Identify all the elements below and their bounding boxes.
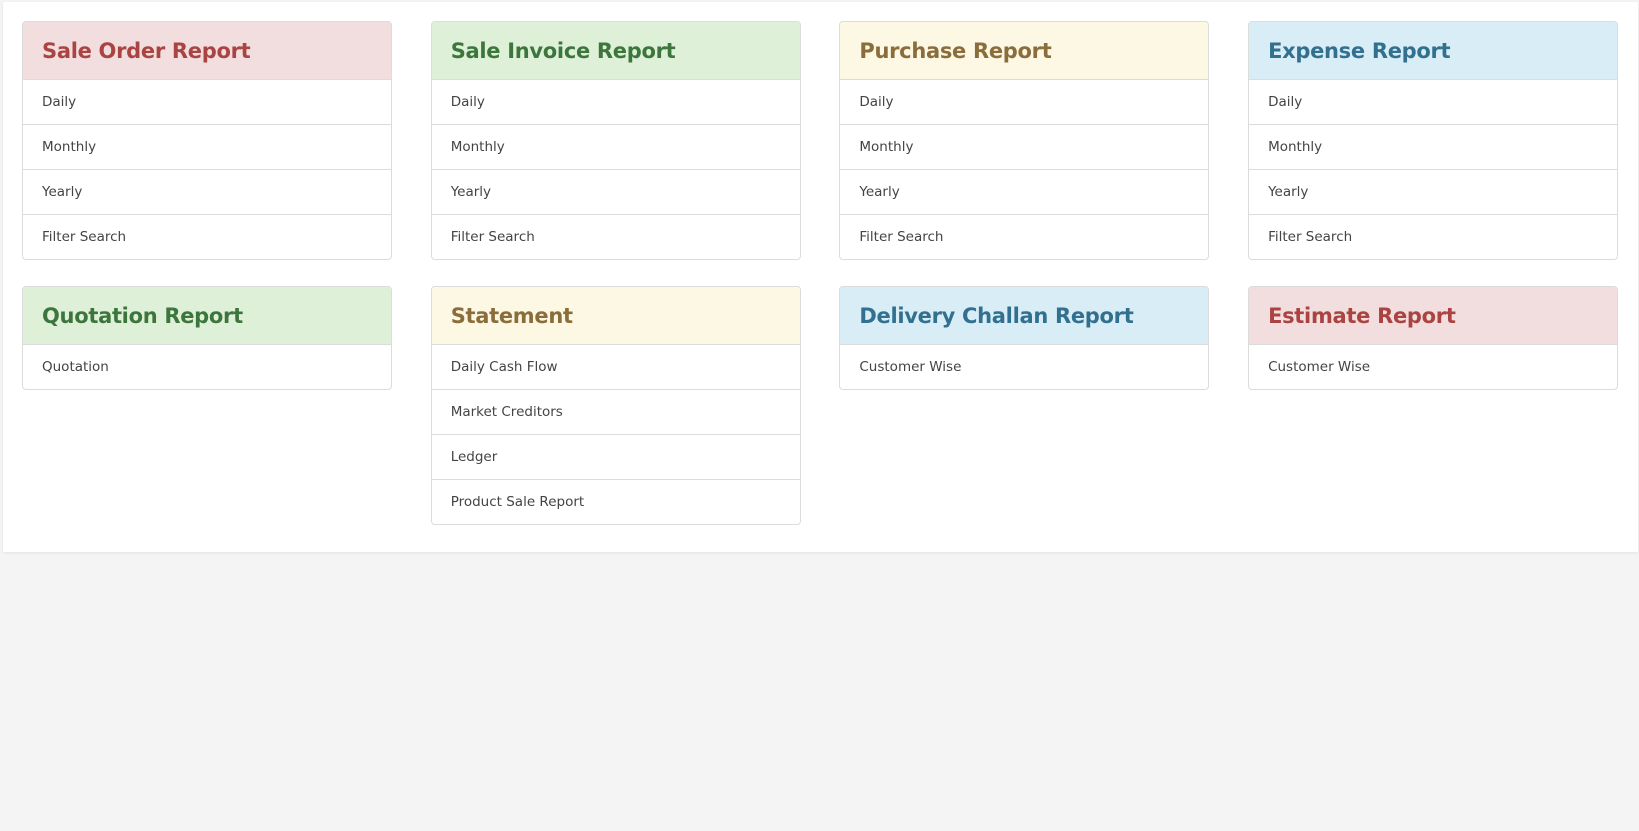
card-title: Quotation Report [23,287,391,345]
report-link-daily[interactable]: Daily [431,80,800,125]
report-link-market-creditors[interactable]: Market Creditors [431,390,800,435]
report-link-yearly[interactable]: Yearly [840,170,1209,215]
report-card-delivery-challan-report: Delivery Challan Report Customer Wise [839,286,1210,390]
report-card-quotation-report: Quotation Report Quotation [22,286,392,390]
report-card-sale-order-report: Sale Order Report Daily Monthly Yearly Filte… [22,21,392,260]
report-link-monthly[interactable]: Monthly [840,125,1209,170]
report-cards-grid: Sale Order Report Daily Monthly Yearly Filte… [22,21,1619,525]
report-card-purchase-report: Purchase Report Daily Monthly Yearly Filter … [839,21,1210,260]
reports-panel: Sale Order Report Daily Monthly Yearly Filte… [3,2,1638,552]
report-link-filter-search[interactable]: Filter Search [859,229,944,245]
report-link-monthly[interactable]: Monthly [1249,125,1618,170]
report-link-quotation[interactable]: Quotation [42,359,109,375]
report-link-customer-wise[interactable]: Customer Wise [859,359,962,375]
report-link-yearly[interactable]: Yearly [431,170,800,215]
card-title: Sale Invoice Report [431,22,800,80]
card-title: Estimate Report [1249,287,1618,345]
card-title: Delivery Challan Report [840,287,1209,345]
report-link-yearly[interactable]: Yearly [23,170,391,215]
report-card-statement: Statement Daily Cash Flow Market Creditors… [430,286,801,525]
report-link-daily[interactable]: Daily [23,80,391,125]
report-link-product-sale-report[interactable]: Product Sale Report [450,494,585,510]
report-link-monthly[interactable]: Monthly [23,125,391,170]
card-title: Expense Report [1249,22,1618,80]
report-link-ledger[interactable]: Ledger [431,435,800,480]
card-title: Sale Order Report [23,22,391,80]
card-title: Purchase Report [840,22,1209,80]
report-link-daily[interactable]: Daily [1249,80,1618,125]
report-link-yearly[interactable]: Yearly [1249,170,1618,215]
report-link-filter-search[interactable]: Filter Search [1268,229,1353,245]
report-card-expense-report: Expense Report Daily Monthly Yearly Filter S… [1248,21,1619,260]
report-link-monthly[interactable]: Monthly [431,125,800,170]
report-card-estimate-report: Estimate Report Customer Wise [1248,286,1619,390]
report-link-filter-search[interactable]: Filter Search [450,229,535,245]
report-link-customer-wise[interactable]: Customer Wise [1268,359,1371,375]
report-card-sale-invoice-report: Sale Invoice Report Daily Monthly Yearly Fil… [430,21,801,260]
card-title: Statement [431,287,800,345]
report-link-daily-cash-flow[interactable]: Daily Cash Flow [431,345,800,390]
report-link-daily[interactable]: Daily [840,80,1209,125]
report-link-filter-search[interactable]: Filter Search [42,229,127,245]
